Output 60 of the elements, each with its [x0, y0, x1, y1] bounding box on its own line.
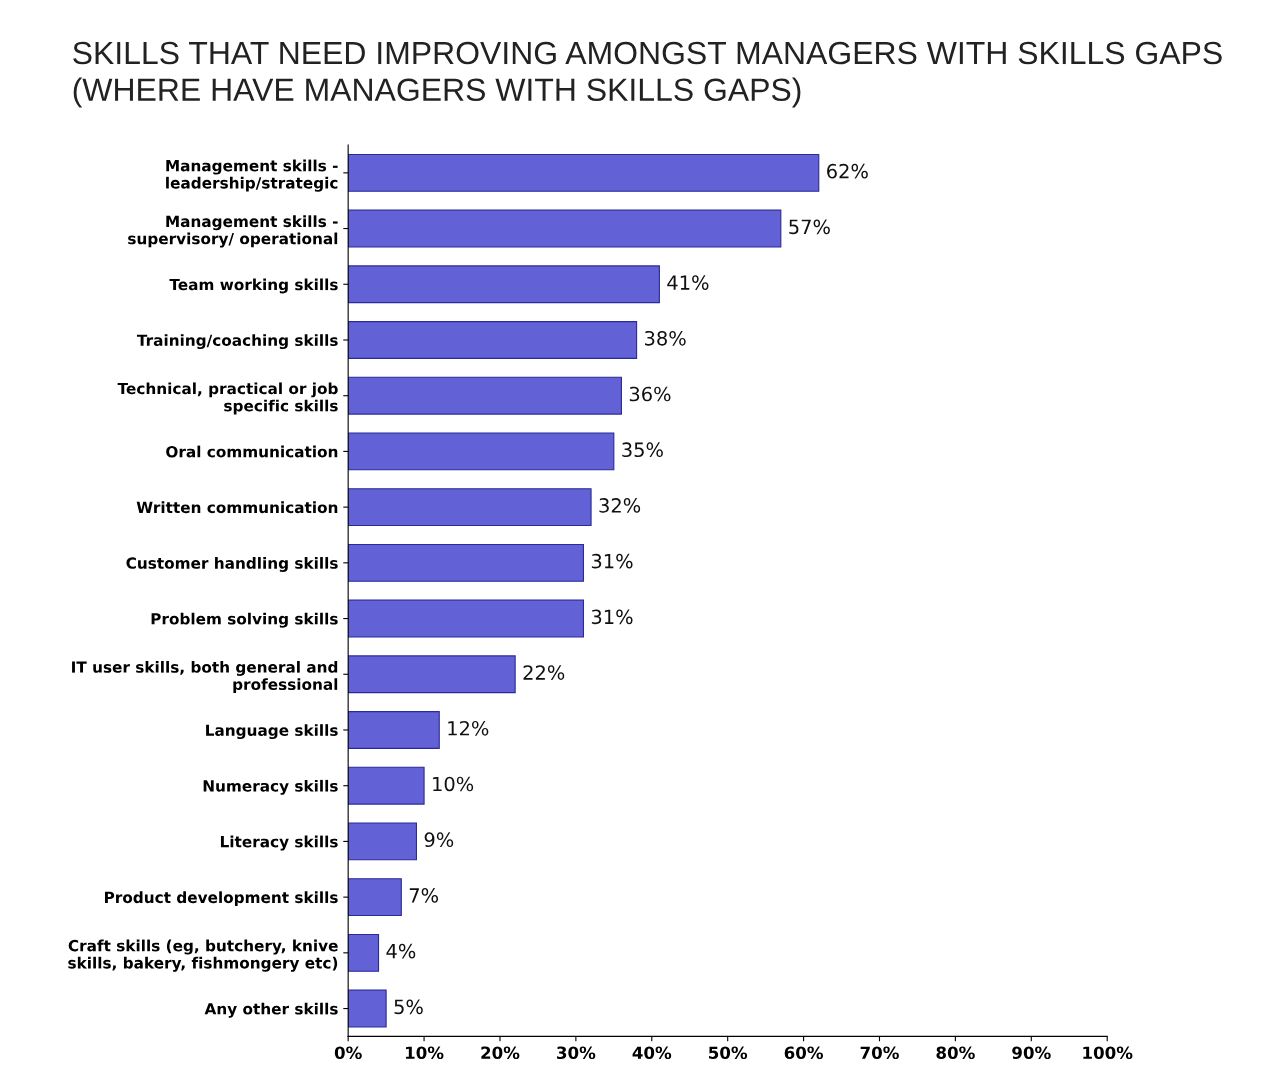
x-tick-label: 10%: [406, 1046, 444, 1060]
y-tick-label: IT user skills, both general and professional: [72, 661, 338, 694]
bar: [348, 655, 516, 694]
bar: [348, 153, 820, 192]
data-label: 57%: [789, 219, 830, 235]
data-label: 31%: [591, 609, 633, 625]
bar: [348, 488, 592, 527]
data-label: 32%: [599, 498, 641, 513]
bar: [348, 766, 425, 805]
data-label: 41%: [667, 275, 709, 290]
bar: [348, 711, 440, 749]
y-tick-label: Written communication: [136, 501, 338, 514]
data-label: 35%: [622, 442, 663, 458]
x-tick-label: 70%: [860, 1046, 899, 1060]
bar: [348, 599, 585, 638]
x-tick-label: 80%: [936, 1046, 975, 1060]
x-tick-label: 20%: [481, 1046, 520, 1060]
bar: [348, 822, 418, 861]
data-label: 62%: [827, 163, 868, 179]
data-label: 9%: [424, 832, 454, 848]
data-label: 31%: [591, 553, 633, 569]
y-tick-label: Training/coaching skills: [136, 334, 338, 350]
x-tick-label: 90%: [1012, 1046, 1051, 1060]
y-tick-label: Oral communication: [166, 445, 338, 458]
data-label: 10%: [433, 776, 474, 792]
bar: [348, 432, 615, 471]
y-tick-label: Team working skills: [169, 278, 338, 294]
x-tick-label: 0%: [334, 1046, 362, 1060]
bar: [348, 878, 402, 917]
x-tick-label: 40%: [632, 1046, 672, 1060]
data-label: 38%: [645, 330, 686, 346]
y-tick-label: Literacy skills: [220, 835, 338, 851]
y-tick-label: Product development skills: [105, 891, 338, 907]
y-tick-label: Technical, practical or job specific skills: [117, 382, 338, 415]
data-label: 7%: [409, 888, 439, 903]
y-tick-label: Customer handling skills: [126, 557, 338, 572]
y-tick-label: Problem solving skills: [151, 612, 338, 628]
y-tick-label: Craft skills (eg, butchery, knive skills, bakery, fishmongery etc): [68, 939, 338, 972]
x-tick-label: 60%: [784, 1046, 823, 1060]
x-tick-label: 50%: [709, 1046, 748, 1060]
chart-title: SKILLS THAT NEED IMPROVING AMONGST MANAGERS WITH SKILLS GAPS (WHERE HAVE MANAGERS WITH SKILLS GAPS): [73, 41, 1222, 108]
data-label: 5%: [394, 999, 423, 1015]
bar: [348, 321, 638, 359]
bar: [348, 933, 380, 972]
bar: [348, 543, 585, 582]
y-tick-label: Management skills - supervisory/ operational: [128, 215, 338, 248]
bar: [348, 989, 387, 1028]
y-tick-label: Management skills - leadership/strategic: [166, 159, 338, 192]
data-label: 4%: [386, 943, 416, 959]
bar: [348, 376, 622, 415]
data-label: 36%: [629, 386, 671, 402]
x-tick-label: 100%: [1083, 1046, 1133, 1060]
y-tick-label: Any other skills: [204, 1002, 338, 1018]
bar: [348, 209, 782, 248]
data-label: 22%: [523, 665, 565, 680]
y-tick-label: Numeracy skills: [203, 779, 338, 795]
y-tick-label: Language skills: [206, 724, 338, 740]
x-tick-label: 30%: [557, 1046, 596, 1060]
bar: [348, 265, 660, 304]
data-label: 12%: [448, 720, 489, 736]
